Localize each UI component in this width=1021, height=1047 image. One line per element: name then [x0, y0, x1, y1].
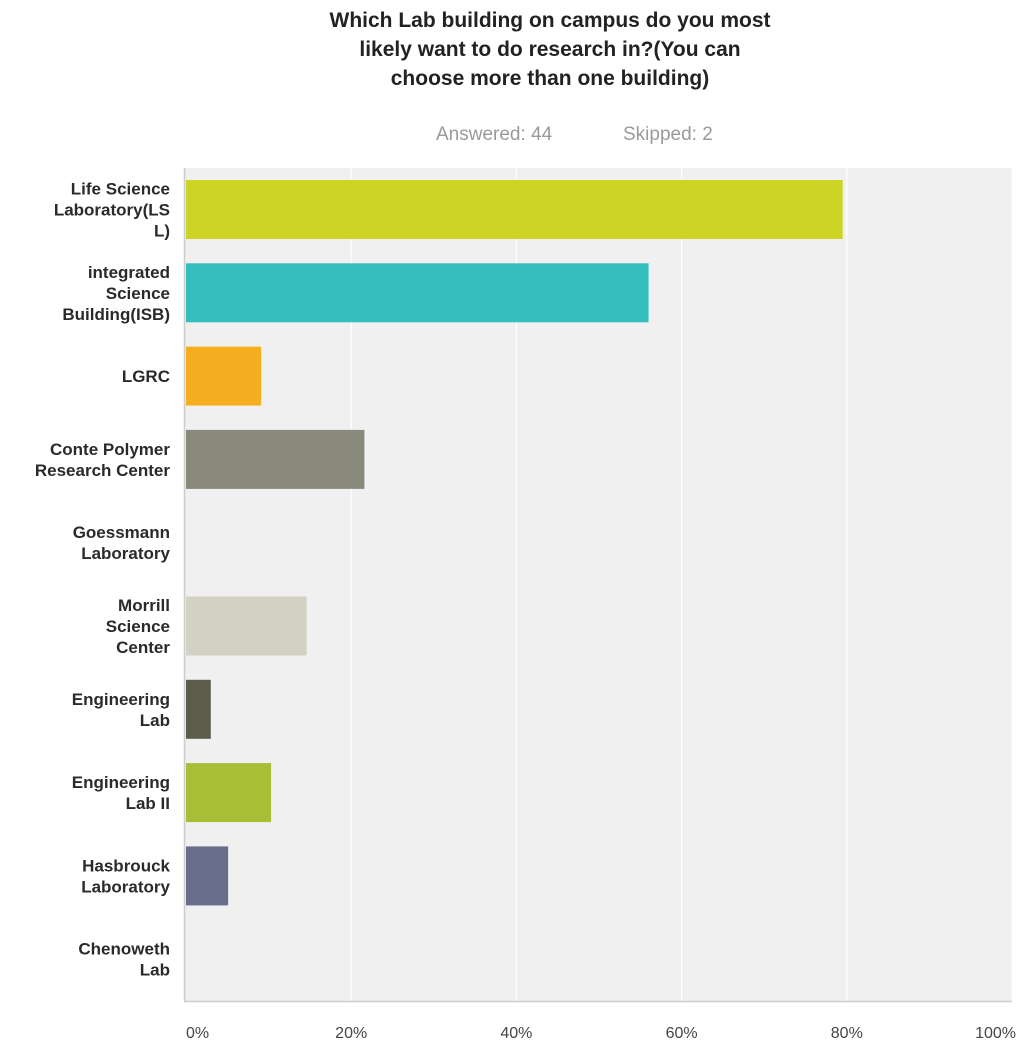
bar-2: integrated Science Building(ISB)	[186, 263, 649, 323]
category-label-4-line-1: Conte Polymer	[50, 440, 170, 459]
category-label-1-line-3: L)	[154, 222, 170, 241]
category-label-2-line-1: integrated	[88, 263, 170, 282]
answered-count: Answered: 44	[436, 124, 553, 145]
category-label-6-line-3: Center	[116, 638, 170, 657]
x-tick-label-40: 40%	[500, 1025, 532, 1042]
category-label-1-line-2: Laboratory(LS	[54, 201, 170, 220]
chart-title: Which Lab building on campus do you most…	[250, 6, 850, 93]
skipped-count: Skipped: 2	[623, 124, 713, 145]
category-label-6: Morrill Science Center	[106, 596, 171, 657]
category-label-7-line-1: Engineering	[72, 690, 170, 709]
category-label-3-line-1: LGRC	[122, 367, 170, 386]
category-label-4-line-2: Research Center	[35, 461, 171, 480]
category-label-5: Goessmann Laboratory	[73, 523, 171, 563]
category-label-2-line-2: Science	[106, 284, 170, 303]
bar-7: Engineering Lab	[186, 679, 211, 739]
category-label-7-line-2: Lab	[140, 711, 170, 730]
category-label-1-line-1: Life Science	[71, 180, 170, 199]
bar-1: Life Science Laboratory(LSL)	[186, 180, 843, 239]
chart-title-line-1: Which Lab building on campus do you most	[329, 9, 771, 32]
category-label-2-line-3: Building(ISB)	[62, 305, 170, 324]
category-label-8-line-1: Engineering	[72, 773, 170, 792]
category-label-5-line-2: Laboratory	[81, 544, 170, 563]
bar-8: Engineering Lab II	[186, 763, 272, 823]
x-tick-label-60: 60%	[666, 1025, 698, 1042]
bar-4: Conte Polymer Research Center	[186, 429, 365, 489]
category-label-8: Engineering Lab II	[72, 773, 170, 813]
category-label-10: Chenoweth Lab	[78, 940, 170, 980]
category-label-2: integrated Science Building(ISB)	[62, 263, 170, 324]
x-tick-label-80: 80%	[831, 1025, 863, 1042]
category-label-10-line-2: Lab	[140, 961, 170, 980]
response-stats: Answered: 44 Skipped: 2	[0, 124, 1021, 148]
category-label-3: LGRC	[122, 367, 170, 386]
category-label-9-line-1: Hasbrouck	[82, 856, 170, 875]
bar-6: Morrill Science Center	[186, 596, 307, 656]
bar-9: Hasbrouck Laboratory	[186, 846, 229, 906]
category-label-7: Engineering Lab	[72, 690, 170, 730]
category-label-6-line-2: Science	[106, 617, 170, 636]
category-label-9: Hasbrouck Laboratory	[81, 856, 170, 896]
chart-title-line-2: likely want to do research in?(You can	[359, 38, 741, 61]
x-tick-label-0: 0%	[186, 1025, 209, 1042]
chart-title-line-3: choose more than one building)	[390, 67, 710, 90]
category-label-4: Conte Polymer Research Center	[35, 440, 171, 480]
category-label-10-line-1: Chenoweth	[78, 940, 170, 959]
x-tick-label-100: 100%	[975, 1025, 1016, 1042]
category-label-6-line-1: Morrill	[118, 596, 170, 615]
category-label-5-line-1: Goessmann	[73, 523, 170, 542]
bar-3: LGRC	[186, 346, 262, 406]
category-label-8-line-2: Lab II	[126, 794, 170, 813]
x-tick-label-20: 20%	[335, 1025, 367, 1042]
category-label-1: Life Science Laboratory(LS L)	[54, 180, 170, 241]
category-label-9-line-2: Laboratory	[81, 877, 170, 896]
